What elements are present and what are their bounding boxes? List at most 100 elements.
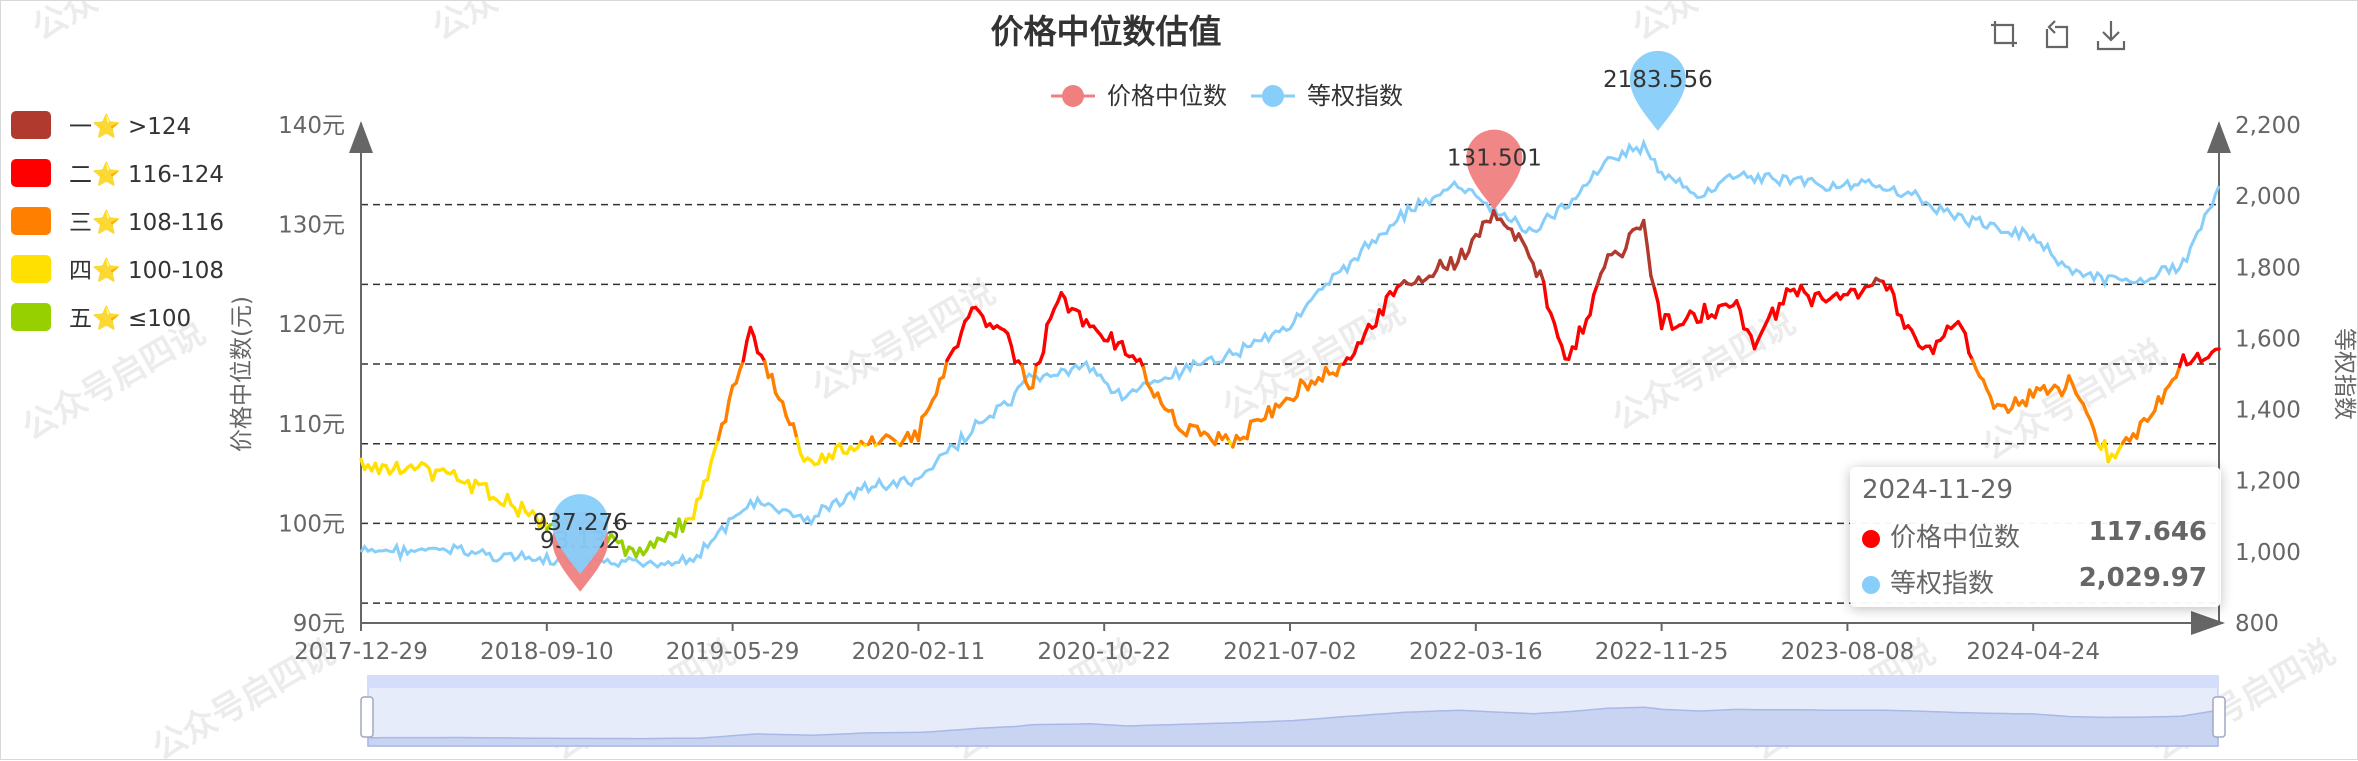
series-segment-price-median [1022, 366, 1026, 382]
series-segment-price-median [1894, 295, 1898, 315]
visual-map-swatch [11, 207, 51, 235]
mark-point-max: 2183.556 [1603, 51, 1713, 131]
mark-point-min: 937.276 [533, 494, 628, 574]
watermark-text: 公众号启四说 [1626, 1, 1823, 49]
watermark-text: 公众号启四说 [1606, 302, 1803, 439]
series-segment-price-median [1604, 255, 1608, 267]
y-axis-left-arrow [349, 121, 373, 153]
series-segment-price-median [1011, 346, 1015, 363]
series-segment-price-median [1033, 365, 1037, 388]
tooltip-date: 2024-11-29 [1862, 475, 2013, 505]
y-tick-right: 1,000 [2235, 540, 2301, 566]
y-tick-left: 140元 [278, 113, 345, 139]
series-segment-price-median [1569, 347, 1573, 359]
zoom-reset-icon[interactable] [2047, 21, 2067, 47]
series-segment-price-median [1044, 325, 1048, 353]
series-segment-price-median [1554, 323, 1558, 337]
toolbox[interactable] [1991, 21, 2124, 49]
zoom-handle-right[interactable] [2213, 697, 2225, 737]
visual-map-item-1[interactable]: 二⭐ 116-124 [11, 159, 224, 188]
visual-map-item-2[interactable]: 三⭐ 108-116 [11, 207, 224, 236]
series-segment-price-median [1783, 289, 1787, 304]
y-tick-left: 90元 [293, 611, 345, 637]
x-tick-label: 2021-07-02 [1223, 639, 1357, 665]
series-segment-price-median [700, 482, 704, 498]
legend-marker [1262, 85, 1284, 107]
visual-map-item-3[interactable]: 四⭐ 100-108 [11, 255, 224, 284]
series-segment-price-median [1576, 327, 1580, 348]
visual-map-label: 三⭐ 108-116 [69, 209, 224, 236]
series-segment-price-median [718, 424, 722, 439]
series-segment-price-median [711, 450, 715, 462]
visual-map-item-0[interactable]: 一⭐ >124 [11, 111, 191, 140]
watermark-text: 公众号启四说 [16, 312, 213, 449]
series-segment-price-median [736, 370, 740, 383]
series-segment-price-median [693, 500, 697, 519]
series-segment-price-median [1544, 282, 1548, 307]
series-segment-price-median [1597, 274, 1601, 285]
series-segment-price-median [2137, 422, 2141, 438]
mark-label: 2183.556 [1603, 67, 1713, 93]
x-tick-label: 2022-03-16 [1409, 639, 1543, 665]
series-segment-price-median [754, 336, 758, 352]
y-tick-right: 1,600 [2235, 326, 2301, 352]
mark-point-max: 131.501 [1447, 130, 1542, 210]
series-segment-price-median [1008, 334, 1012, 346]
series-segment-price-median [1469, 240, 1473, 252]
series-segment-price-median [833, 446, 837, 458]
zoom-handle-left[interactable] [361, 697, 373, 737]
series-segment-price-median [1669, 315, 1673, 329]
legend-item-0[interactable]: 价格中位数 [1051, 82, 1227, 110]
series-segment-price-median [2176, 366, 2180, 377]
series-segment-price-median [2162, 390, 2166, 403]
visual-map-legend[interactable]: 一⭐ >124 二⭐ 116-124 三⭐ 108-116 四⭐ 100-108 五⭐ … [11, 111, 224, 332]
y-tick-right: 1,400 [2235, 398, 2301, 424]
visual-map-swatch [11, 255, 51, 283]
tooltip-series-value: 117.646 [2089, 517, 2207, 547]
y-tick-left: 120元 [278, 312, 345, 338]
series-segment-price-median [1655, 289, 1659, 303]
y-tick-right: 1,800 [2235, 255, 2301, 281]
x-tick-label: 2018-09-10 [480, 639, 614, 665]
series-segment-price-median [486, 484, 490, 500]
series-segment-price-median [726, 401, 730, 422]
series-segment-price-median [1186, 425, 1190, 436]
y-axis-left-title: 价格中位数(元) [229, 296, 255, 452]
series-segment-price-median [793, 424, 797, 439]
watermark-text: 公众号启四说 [26, 1, 223, 49]
x-tick-label: 2019-05-29 [666, 639, 800, 665]
series-segment-price-median [1651, 276, 1655, 289]
download-icon[interactable] [2098, 21, 2124, 49]
visual-map-label: 四⭐ 100-108 [69, 257, 224, 284]
series-segment-price-median [2094, 430, 2098, 444]
tooltip-series-value: 2,029.97 [2079, 563, 2207, 593]
series-segment-price-median [772, 375, 776, 393]
visual-map-swatch [11, 159, 51, 187]
tooltip-dot [1862, 576, 1880, 594]
legend-label: 价格中位数 [1107, 82, 1227, 110]
series-legend[interactable]: 价格中位数等权指数 [1051, 82, 1403, 110]
y-tick-left: 110元 [278, 412, 345, 438]
y-axis-right-arrow [2207, 121, 2231, 153]
series-segment-price-median [708, 461, 712, 479]
tooltip-series-name: 价格中位数 [1890, 523, 2020, 553]
mark-label: 937.276 [533, 510, 628, 536]
series-segment-price-median [1562, 345, 1566, 358]
mark-points: 131.50193.1322183.556937.276 [533, 51, 1713, 592]
series-segment-price-median [765, 362, 769, 378]
series-segment-price-median [943, 361, 947, 378]
series-segment-price-median [1065, 298, 1069, 312]
series-segment-price-median [2215, 349, 2219, 350]
visual-map-item-4[interactable]: 五⭐ ≤100 [11, 303, 191, 332]
visual-map-label: 一⭐ >124 [69, 113, 191, 140]
series-segment-price-median [1479, 222, 1483, 236]
data-zoom-slider[interactable] [361, 676, 2225, 746]
tooltip-row-equal-weight-index: 等权指数 2,029.97 [1862, 563, 2207, 599]
series-segment-price-median [918, 417, 922, 440]
legend-item-1[interactable]: 等权指数 [1251, 82, 1403, 110]
series-segment-price-median [1965, 334, 1969, 354]
zoom-area-icon[interactable] [1991, 21, 2017, 47]
y-tick-right: 2,000 [2235, 184, 2301, 210]
series-segment-price-median [936, 379, 940, 394]
series-segment-price-median [1590, 295, 1594, 315]
